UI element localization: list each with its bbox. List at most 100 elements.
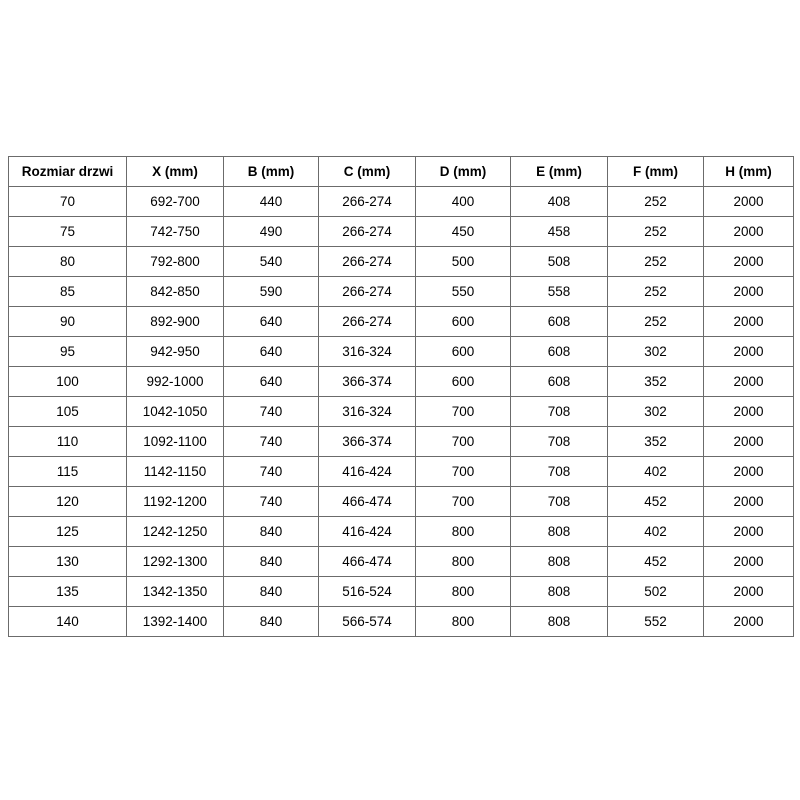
table-cell: 550 [415, 276, 511, 307]
table-cell: 600 [415, 306, 511, 337]
table-body: 70 692-700 440 266-274 400 408 252 2000 75 742-75… [8, 186, 794, 637]
table-row: 95 942-950 640 316-324 600 608 302 2000 [8, 336, 794, 367]
door-size-table-container: Rozmiar drzwi X (mm) B (mm) C (mm) D (mm… [8, 156, 794, 637]
table-cell: 540 [223, 246, 319, 277]
table-cell: 992-1000 [126, 366, 224, 397]
table-cell: 70 [8, 186, 127, 217]
table-cell: 600 [415, 366, 511, 397]
table-cell: 1392-1400 [126, 606, 224, 637]
table-cell: 742-750 [126, 216, 224, 247]
table-cell: 700 [415, 486, 511, 517]
header-cell-b-mm: B (mm) [223, 156, 319, 187]
table-cell: 558 [510, 276, 608, 307]
table-cell: 740 [223, 456, 319, 487]
table-cell: 130 [8, 546, 127, 577]
table-cell: 366-374 [318, 366, 416, 397]
table-cell: 2000 [703, 216, 794, 247]
table-cell: 1192-1200 [126, 486, 224, 517]
table-cell: 352 [607, 366, 704, 397]
table-cell: 252 [607, 186, 704, 217]
table-cell: 708 [510, 426, 608, 457]
table-cell: 2000 [703, 486, 794, 517]
table-row: 105 1042-1050 740 316-324 700 708 302 2000 [8, 396, 794, 427]
table-cell: 2000 [703, 336, 794, 367]
table-cell: 640 [223, 366, 319, 397]
table-cell: 402 [607, 456, 704, 487]
table-cell: 2000 [703, 246, 794, 277]
table-cell: 740 [223, 486, 319, 517]
table-cell: 840 [223, 516, 319, 547]
table-cell: 2000 [703, 606, 794, 637]
table-cell: 105 [8, 396, 127, 427]
table-cell: 266-274 [318, 246, 416, 277]
table-cell: 2000 [703, 366, 794, 397]
table-row: 125 1242-1250 840 416-424 800 808 402 2000 [8, 516, 794, 547]
table-cell: 800 [415, 516, 511, 547]
table-cell: 840 [223, 546, 319, 577]
table-cell: 440 [223, 186, 319, 217]
table-row: 75 742-750 490 266-274 450 458 252 2000 [8, 216, 794, 247]
table-row: 90 892-900 640 266-274 600 608 252 2000 [8, 306, 794, 337]
table-cell: 700 [415, 456, 511, 487]
table-row: 70 692-700 440 266-274 400 408 252 2000 [8, 186, 794, 217]
table-cell: 1292-1300 [126, 546, 224, 577]
table-row: 80 792-800 540 266-274 500 508 252 2000 [8, 246, 794, 277]
table-cell: 1092-1100 [126, 426, 224, 457]
table-cell: 75 [8, 216, 127, 247]
table-cell: 458 [510, 216, 608, 247]
table-cell: 110 [8, 426, 127, 457]
header-cell-f-mm: F (mm) [607, 156, 704, 187]
table-row: 115 1142-1150 740 416-424 700 708 402 2000 [8, 456, 794, 487]
table-cell: 608 [510, 336, 608, 367]
table-cell: 2000 [703, 426, 794, 457]
table-cell: 500 [415, 246, 511, 277]
table-cell: 892-900 [126, 306, 224, 337]
table-cell: 842-850 [126, 276, 224, 307]
table-cell: 708 [510, 456, 608, 487]
table-cell: 800 [415, 606, 511, 637]
table-cell: 808 [510, 576, 608, 607]
table-cell: 120 [8, 486, 127, 517]
table-header: Rozmiar drzwi X (mm) B (mm) C (mm) D (mm… [8, 156, 794, 187]
table-cell: 85 [8, 276, 127, 307]
table-cell: 1042-1050 [126, 396, 224, 427]
table-cell: 115 [8, 456, 127, 487]
table-cell: 700 [415, 396, 511, 427]
table-cell: 692-700 [126, 186, 224, 217]
table-cell: 452 [607, 486, 704, 517]
table-cell: 452 [607, 546, 704, 577]
table-cell: 266-274 [318, 186, 416, 217]
header-cell-d-mm: D (mm) [415, 156, 511, 187]
table-cell: 640 [223, 306, 319, 337]
table-cell: 400 [415, 186, 511, 217]
table-cell: 316-324 [318, 396, 416, 427]
table-cell: 266-274 [318, 306, 416, 337]
table-cell: 2000 [703, 306, 794, 337]
table-cell: 1342-1350 [126, 576, 224, 607]
table-cell: 252 [607, 276, 704, 307]
table-row: 120 1192-1200 740 466-474 700 708 452 2000 [8, 486, 794, 517]
table-cell: 135 [8, 576, 127, 607]
table-cell: 740 [223, 396, 319, 427]
table-cell: 466-474 [318, 546, 416, 577]
table-cell: 516-524 [318, 576, 416, 607]
header-cell-e-mm: E (mm) [510, 156, 608, 187]
table-cell: 942-950 [126, 336, 224, 367]
table-cell: 466-474 [318, 486, 416, 517]
table-cell: 140 [8, 606, 127, 637]
table-row: 100 992-1000 640 366-374 600 608 352 2000 [8, 366, 794, 397]
header-cell-c-mm: C (mm) [318, 156, 416, 187]
table-row: 130 1292-1300 840 466-474 800 808 452 2000 [8, 546, 794, 577]
table-cell: 352 [607, 426, 704, 457]
table-cell: 95 [8, 336, 127, 367]
table-cell: 808 [510, 516, 608, 547]
table-cell: 2000 [703, 276, 794, 307]
header-cell-rozmiar-drzwi: Rozmiar drzwi [8, 156, 127, 187]
table-row: 110 1092-1100 740 366-374 700 708 352 2000 [8, 426, 794, 457]
table-cell: 2000 [703, 546, 794, 577]
table-cell: 508 [510, 246, 608, 277]
table-cell: 2000 [703, 186, 794, 217]
table-cell: 2000 [703, 456, 794, 487]
table-row: 135 1342-1350 840 516-524 800 808 502 2000 [8, 576, 794, 607]
